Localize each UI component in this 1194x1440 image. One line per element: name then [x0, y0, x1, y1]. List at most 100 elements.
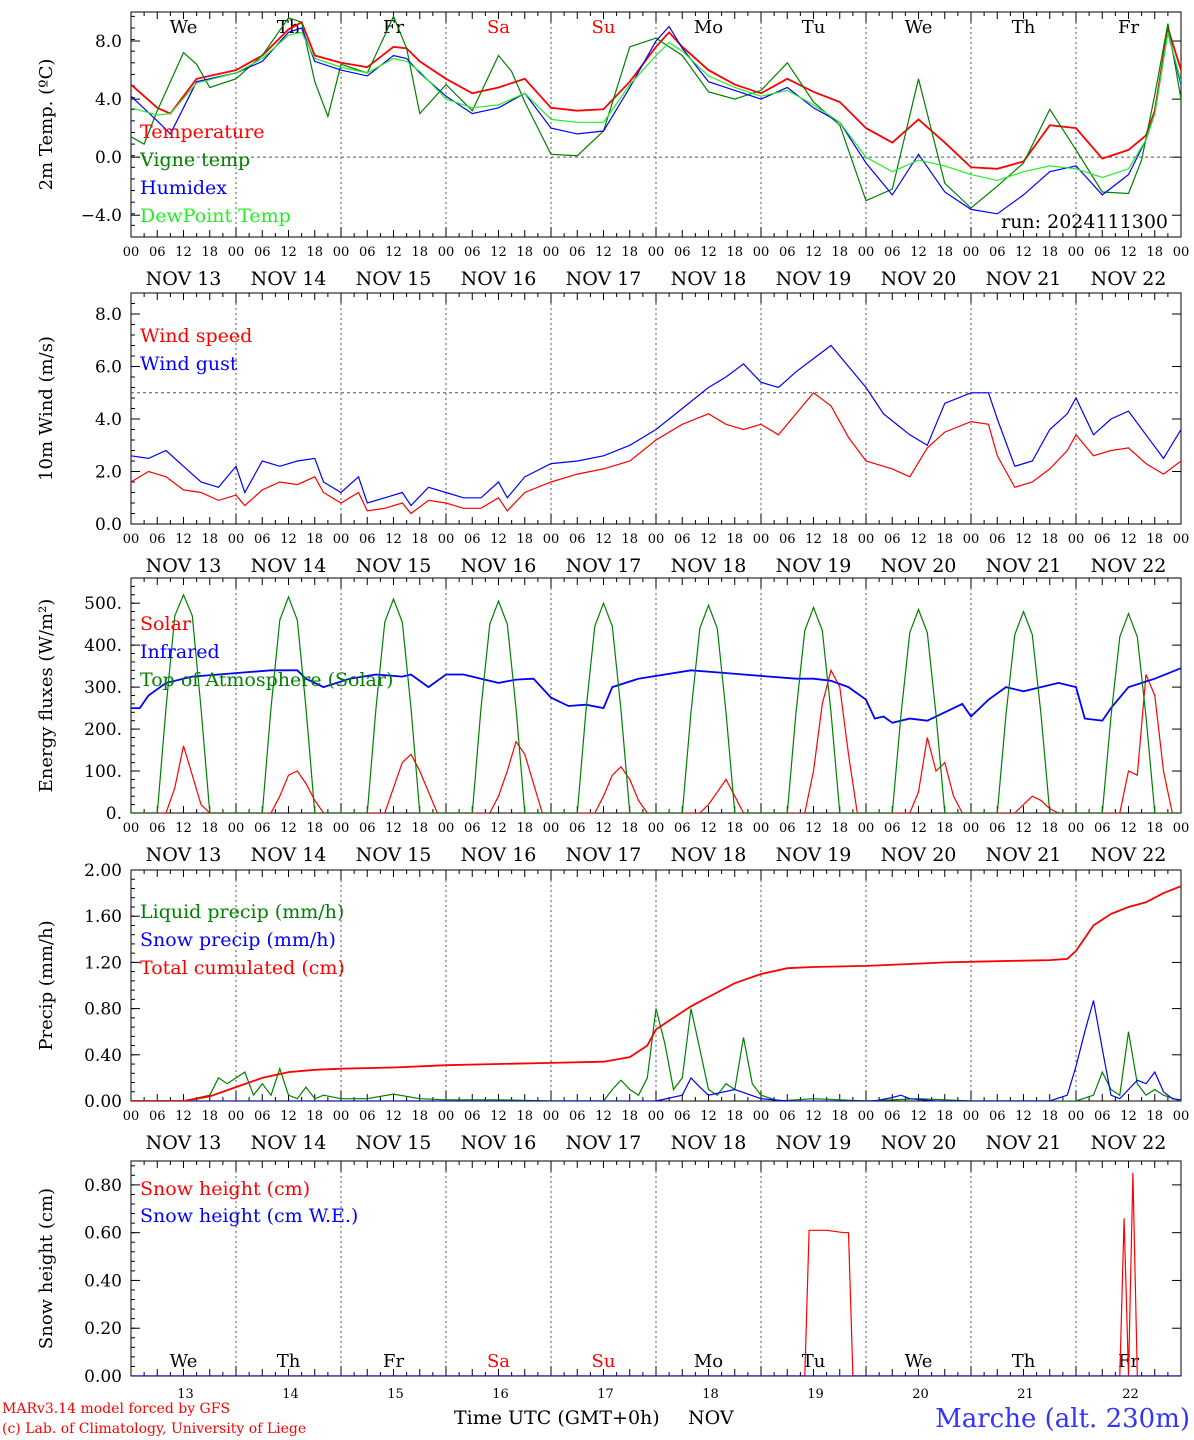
hour-tick-label: 18: [306, 821, 323, 836]
hour-tick-label: 00: [648, 532, 665, 547]
date-label: NOV 21: [986, 268, 1062, 290]
hour-tick-label: 06: [884, 532, 901, 547]
date-label: NOV 14: [251, 555, 327, 577]
date-label: NOV 22: [1091, 844, 1167, 866]
hour-tick-label: 18: [1041, 821, 1058, 836]
hour-tick-label: 00: [543, 821, 560, 836]
hour-tick-label: 12: [595, 1109, 612, 1124]
hour-tick-label: 00: [1173, 245, 1190, 260]
hour-tick-label: 18: [411, 1109, 428, 1124]
day-number-label: 20: [912, 1387, 929, 1402]
hour-tick-label: 06: [989, 821, 1006, 836]
hour-tick-label: 06: [569, 245, 586, 260]
hour-tick-label: 12: [910, 245, 927, 260]
hour-tick-label: 12: [1015, 532, 1032, 547]
hour-tick-label: 06: [464, 821, 481, 836]
hour-tick-label: 06: [359, 1109, 376, 1124]
hour-tick-label: 00: [543, 245, 560, 260]
panel-1: −4.0 0.0 4.0 8.0 2m Temp. (ºC) 00 06 12 18 NOV 13…: [36, 11, 1190, 290]
legend-label: Temperature: [140, 121, 264, 143]
series-line: [131, 667, 1181, 724]
y-tick-label: 0.80: [84, 1000, 122, 1020]
hour-tick-label: 18: [516, 821, 533, 836]
date-label: NOV 16: [461, 1132, 537, 1154]
hour-tick-label: 06: [464, 245, 481, 260]
hour-tick-label: 18: [411, 821, 428, 836]
y-tick-label: 0.20: [84, 1319, 122, 1339]
legend-label: Snow height (cm W.E.): [140, 1205, 358, 1227]
hour-tick-label: 00: [963, 821, 980, 836]
hour-tick-label: 06: [359, 245, 376, 260]
y-tick-label: 100.: [84, 762, 122, 782]
date-label: NOV 14: [251, 268, 327, 290]
hour-tick-label: 06: [149, 245, 166, 260]
date-label: NOV 19: [776, 844, 852, 866]
hour-tick-label: 12: [910, 821, 927, 836]
hour-tick-label: 00: [858, 1109, 875, 1124]
series-line: [131, 14, 1181, 209]
hour-tick-label: 12: [385, 1109, 402, 1124]
series-line: [131, 391, 1181, 515]
hour-tick-label: 06: [884, 821, 901, 836]
hour-tick-label: 00: [543, 532, 560, 547]
series-line: [131, 885, 1181, 1101]
hour-tick-label: 06: [779, 532, 796, 547]
x-axis-title: Time UTC (GMT+0h): [454, 1407, 660, 1429]
date-label: NOV 20: [881, 844, 957, 866]
hour-tick-label: 00: [123, 1109, 140, 1124]
hour-tick-label: 00: [333, 821, 350, 836]
panel-5: 0.00 0.20 0.40 0.60 0.80 Snow height (cm) We Th…: [36, 1160, 1182, 1387]
series-group: [131, 593, 1181, 813]
hour-tick-label: 18: [726, 532, 743, 547]
hour-tick-label: 18: [831, 1109, 848, 1124]
weekday-label: We: [905, 1351, 933, 1372]
legend-label: DewPoint Temp: [140, 205, 291, 227]
legend-label: Snow precip (mm/h): [140, 929, 336, 951]
x-axis-month: NOV: [688, 1407, 734, 1429]
hour-tick-label: 18: [201, 1109, 218, 1124]
hour-tick-label: 12: [1120, 1109, 1137, 1124]
hour-tick-label: 18: [726, 821, 743, 836]
date-label: NOV 18: [671, 268, 747, 290]
date-label: NOV 13: [146, 844, 222, 866]
hour-tick-label: 12: [175, 821, 192, 836]
credit-line-1: MARv3.14 model forced by GFS: [2, 1401, 230, 1417]
hour-tick-label: 12: [805, 1109, 822, 1124]
hour-tick-label: 06: [569, 821, 586, 836]
y-tick-label: 0.80: [84, 1176, 122, 1196]
hour-tick-label: 18: [201, 245, 218, 260]
hour-tick-label: 18: [201, 532, 218, 547]
y-tick-label: 0.: [106, 804, 122, 824]
series-line: [131, 344, 1181, 507]
y-axis-title: 10m Wind (m/s): [36, 336, 57, 481]
legend-label: Top of Atmosphere (Solar): [140, 669, 393, 691]
date-label: NOV 13: [146, 268, 222, 290]
y-axis-title: Energy fluxes (W/m²): [36, 599, 57, 793]
hour-tick-label: 00: [648, 1109, 665, 1124]
weekday-label: Mo: [694, 17, 723, 38]
date-label: NOV 17: [566, 268, 642, 290]
weekday-label: Th: [1012, 1351, 1036, 1372]
legend-label: Humidex: [140, 177, 227, 199]
y-tick-label: 4.0: [95, 410, 122, 430]
hour-tick-label: 00: [1068, 821, 1085, 836]
hour-tick-label: 18: [1146, 532, 1163, 547]
y-axis-title: 2m Temp. (ºC): [36, 59, 57, 191]
hour-tick-label: 18: [516, 245, 533, 260]
hour-tick-label: 18: [726, 245, 743, 260]
date-label: NOV 14: [251, 1132, 327, 1154]
hour-tick-label: 00: [333, 532, 350, 547]
y-tick-label: 0.40: [84, 1271, 122, 1291]
hour-tick-label: 00: [753, 821, 770, 836]
panel-3: 0. 100. 200. 300. 400. 500. Energy fluxes (W/m…: [36, 577, 1189, 866]
day-number-label: 16: [492, 1387, 509, 1402]
hour-tick-label: 00: [648, 821, 665, 836]
hour-tick-label: 12: [280, 1109, 297, 1124]
hour-tick-label: 06: [1094, 821, 1111, 836]
hour-tick-label: 12: [700, 245, 717, 260]
series-group: [131, 14, 1181, 215]
series-line: [131, 593, 1181, 813]
hour-tick-label: 18: [1041, 1109, 1058, 1124]
day-number-label: 22: [1122, 1387, 1139, 1402]
